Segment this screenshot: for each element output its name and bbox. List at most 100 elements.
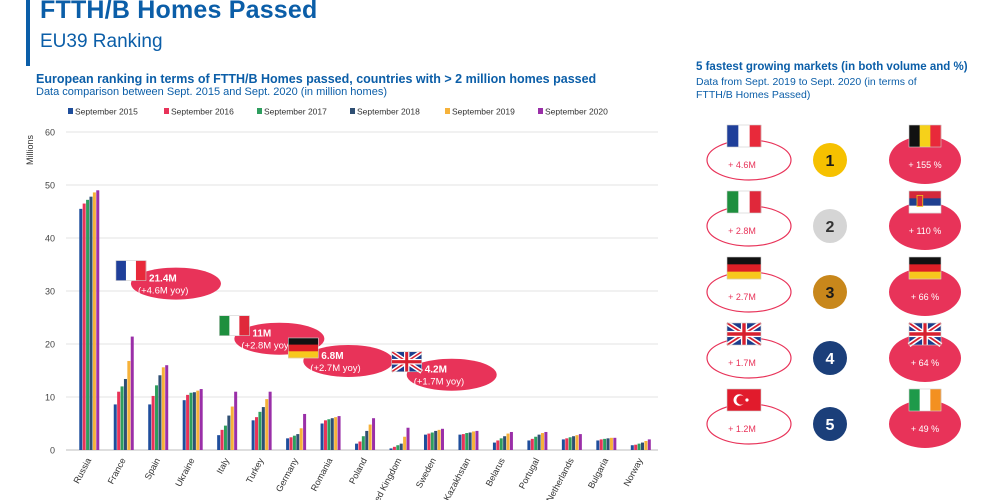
volume-growth: + 1.7M [728, 358, 756, 368]
legend-label: September 2017 [264, 107, 327, 117]
bar [475, 430, 479, 450]
volume-growth: + 1.2M [728, 424, 756, 434]
france-flag [115, 260, 147, 281]
bar [534, 436, 538, 450]
bar [396, 445, 400, 450]
chart-subheading: Data comparison between Sept. 2015 and S… [36, 86, 387, 98]
bar [572, 436, 576, 450]
percent-growth: + 64 % [911, 358, 939, 368]
percent-growth: + 110 % [909, 226, 942, 236]
callout-change: (+2.8M yoy) [241, 341, 291, 352]
uk-flag [725, 320, 763, 348]
callout-bubble [406, 358, 497, 391]
bar [251, 420, 255, 450]
rank-number: 4 [826, 351, 835, 368]
uk-flag [907, 321, 943, 347]
bar [220, 429, 224, 450]
bar [217, 435, 221, 450]
bar [596, 440, 600, 450]
callout-bubble [130, 267, 221, 300]
bar [565, 438, 569, 450]
legend-item: September 2018 [350, 107, 420, 117]
bar [603, 438, 607, 450]
bar [406, 427, 410, 450]
bar [327, 419, 331, 450]
rank-number: 3 [826, 285, 835, 302]
bar [637, 443, 641, 450]
bar [372, 418, 376, 450]
legend-swatch [538, 108, 543, 114]
bar [151, 395, 155, 450]
bar [503, 436, 507, 450]
bar [506, 433, 510, 450]
y-tick-label: 30 [45, 287, 55, 297]
bar [496, 440, 500, 450]
y-axis-label: Millions [25, 135, 35, 166]
legend-item: September 2017 [257, 107, 327, 117]
legend-item: September 2019 [445, 107, 515, 117]
page-subtitle: EU39 Ranking [40, 31, 163, 52]
callout: 4.2M(+1.7M yoy) [390, 349, 497, 391]
legend-label: September 2018 [357, 107, 420, 117]
bar [186, 394, 190, 450]
rank-number: 5 [826, 417, 835, 434]
serbia-flag [908, 190, 942, 214]
rank-medal [813, 143, 847, 177]
bar [540, 433, 544, 450]
bar [268, 391, 272, 450]
rank-medal [813, 209, 847, 243]
bar [561, 439, 565, 450]
page-title: FTTH/B Homes Passed [40, 0, 318, 24]
volume-growth: + 4.6M [728, 160, 756, 170]
bar [230, 406, 234, 450]
bar [544, 431, 548, 450]
germany-flag [288, 337, 319, 359]
rank-medal [813, 341, 847, 375]
germany-flag [726, 256, 762, 280]
bar [465, 433, 469, 450]
bar [79, 208, 83, 450]
bar [568, 437, 572, 450]
bar [286, 438, 290, 450]
belgium-flag [908, 124, 942, 148]
ranking-row: + 4.6M 1 + 155 % [706, 124, 961, 184]
bar [155, 385, 159, 450]
bar [96, 190, 100, 451]
legend-label: September 2019 [452, 107, 515, 117]
bar [199, 389, 203, 450]
percent-bubble [889, 400, 961, 448]
bar [234, 391, 238, 450]
callout-change: (+1.7M yoy) [414, 377, 464, 388]
legend-swatch [164, 108, 169, 114]
bar [647, 439, 651, 450]
bar [368, 424, 372, 450]
volume-growth: + 2.8M [728, 226, 756, 236]
uk-flag [390, 349, 423, 374]
bar [265, 399, 269, 450]
y-tick-label: 60 [45, 128, 55, 138]
percent-growth: + 49 % [911, 424, 939, 434]
y-tick-label: 20 [45, 340, 55, 350]
ranking-row: + 1.2M 5 + 49 % [706, 388, 961, 448]
callout-bubble [303, 344, 394, 377]
bar [634, 444, 638, 450]
legend-item: September 2020 [538, 107, 608, 117]
bar [92, 192, 96, 451]
callout: 6.8M(+2.7M yoy) [288, 337, 394, 377]
bar [89, 196, 93, 450]
bar [165, 365, 169, 450]
bar [440, 428, 444, 450]
bar [575, 435, 579, 450]
bar [427, 433, 431, 450]
bar [361, 436, 365, 450]
bar [334, 417, 338, 450]
bar [196, 390, 200, 450]
ranking-row: + 1.7M 4 + 64 % [706, 320, 961, 382]
bar [299, 428, 303, 450]
bar [82, 203, 86, 450]
bar [113, 404, 117, 450]
bar [365, 430, 369, 450]
bar [227, 415, 231, 450]
callout-value: 21.4M [149, 274, 177, 285]
legend-item: September 2015 [68, 107, 138, 117]
